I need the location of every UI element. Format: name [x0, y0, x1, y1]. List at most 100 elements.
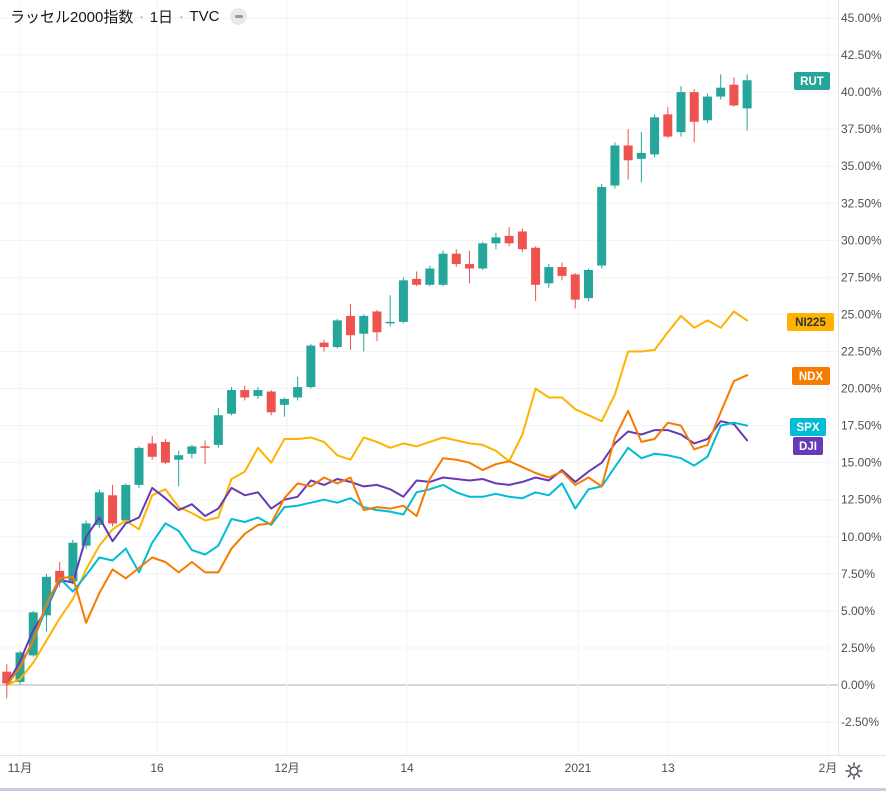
- candle: [359, 315, 369, 334]
- candle: [279, 398, 289, 405]
- candle: [319, 342, 329, 348]
- candle: [41, 576, 51, 616]
- badge-bg: [790, 418, 826, 436]
- candle: [425, 268, 435, 285]
- time-label: 14: [400, 761, 414, 775]
- price-label: 17.50%: [841, 419, 882, 433]
- candle: [385, 321, 395, 324]
- candle: [174, 455, 184, 460]
- line-spx: [5, 421, 749, 686]
- price-label: 40.00%: [841, 85, 882, 99]
- time-label: 2月: [819, 761, 838, 775]
- gear-icon: [845, 762, 863, 780]
- hide-indicator-button[interactable]: [230, 8, 248, 25]
- price-label: 22.50%: [841, 345, 882, 359]
- bottom-strip: [0, 788, 886, 791]
- badge-label: RUT: [800, 76, 824, 88]
- badge-bg: [787, 313, 834, 331]
- axis-settings-button[interactable]: [845, 762, 863, 780]
- badge-bg: [794, 72, 830, 90]
- candle: [504, 235, 514, 244]
- candle: [55, 570, 65, 583]
- candle: [398, 280, 408, 322]
- candle: [570, 274, 580, 300]
- symbol-title[interactable]: ラッセル2000指数: [10, 9, 134, 26]
- candle: [478, 243, 488, 269]
- symbol-legend: ラッセル2000指数 · 1日 · TVC: [10, 6, 248, 27]
- price-label: 30.00%: [841, 233, 882, 247]
- candle: [160, 441, 170, 463]
- candle: [200, 446, 210, 448]
- candle: [676, 92, 686, 133]
- candle: [372, 311, 382, 333]
- candle: [28, 612, 38, 656]
- line-dji: [5, 420, 749, 686]
- interval-label[interactable]: 1日: [149, 9, 174, 26]
- candle: [729, 84, 739, 106]
- exchange-label[interactable]: TVC: [189, 8, 220, 25]
- candle: [491, 237, 501, 244]
- candle: [94, 492, 104, 525]
- badge-label: DJI: [799, 441, 817, 453]
- time-label: 13: [661, 761, 675, 775]
- price-label: 42.50%: [841, 48, 882, 62]
- series-line-ni225: [5, 310, 749, 686]
- candle: [438, 253, 448, 285]
- candle: [517, 231, 527, 250]
- candle: [465, 264, 474, 269]
- series-badge-rut[interactable]: RUT: [794, 72, 830, 90]
- badge-label: NDX: [799, 371, 824, 383]
- price-label: 5.00%: [841, 604, 875, 618]
- title-separator: ·: [139, 9, 144, 24]
- candle: [2, 671, 12, 684]
- candle: [346, 315, 356, 336]
- time-label: 2021: [565, 761, 592, 775]
- series-badge-ni225[interactable]: NI225: [787, 313, 834, 331]
- minus-icon: [234, 15, 243, 18]
- price-label: 20.00%: [841, 382, 882, 396]
- time-label: 11月: [8, 761, 32, 775]
- candle: [412, 278, 422, 285]
- time-axis[interactable]: 11月 16 12月 14 2021 13 2月: [8, 761, 838, 775]
- candle: [227, 390, 237, 414]
- price-label: 12.50%: [841, 493, 882, 507]
- price-label: 37.50%: [841, 122, 882, 136]
- series-badge-ndx[interactable]: NDX: [792, 367, 830, 385]
- series-badge-dji[interactable]: DJI: [793, 437, 823, 455]
- candle: [544, 267, 554, 284]
- price-label: 25.00%: [841, 307, 882, 321]
- candle: [134, 447, 144, 485]
- price-axis[interactable]: 45.00% 42.50% 40.00% 37.50% 35.00% 32.50% 30.0…: [841, 11, 882, 729]
- candle: [68, 542, 78, 582]
- series-line-dji: [5, 420, 749, 686]
- candle: [332, 320, 342, 348]
- price-label: 35.00%: [841, 159, 882, 173]
- candle: [716, 87, 726, 97]
- badge-bg: [792, 367, 830, 385]
- price-label: -2.50%: [841, 715, 879, 729]
- candle: [306, 345, 316, 388]
- candle: [636, 152, 646, 159]
- candle: [557, 267, 567, 276]
- candle: [610, 145, 620, 186]
- candle: [187, 446, 197, 454]
- badge-label: SPX: [796, 422, 819, 434]
- candle: [81, 523, 91, 546]
- price-label: 32.50%: [841, 196, 882, 210]
- candle: [213, 415, 223, 445]
- price-label: 15.00%: [841, 456, 882, 470]
- candle: [650, 117, 660, 155]
- title-separator: ·: [179, 9, 184, 24]
- candle: [253, 390, 263, 396]
- candle: [108, 495, 118, 524]
- candle: [147, 443, 157, 457]
- series-badge-spx[interactable]: SPX: [790, 418, 826, 436]
- candle: [689, 92, 699, 122]
- time-label: 16: [150, 761, 164, 775]
- price-label: 45.00%: [841, 11, 882, 25]
- price-label: 27.50%: [841, 270, 882, 284]
- badge-bg: [793, 437, 823, 455]
